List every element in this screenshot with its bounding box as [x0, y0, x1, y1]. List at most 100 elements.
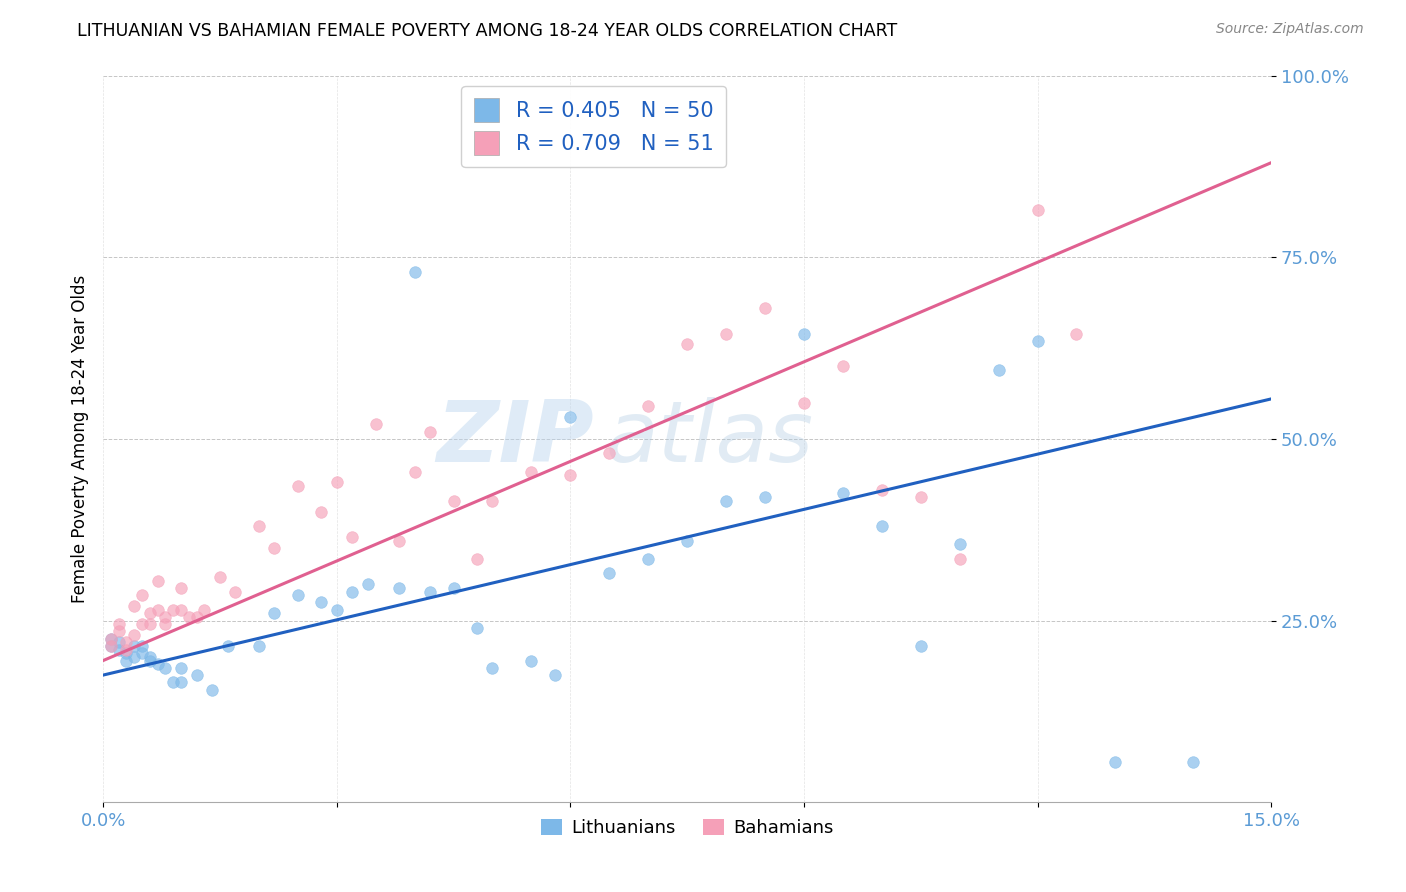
Lithuanians: [404, 265, 426, 279]
Text: atlas: atlas: [606, 398, 813, 481]
Bahamians: [263, 541, 285, 555]
Lithuanians: [170, 675, 193, 690]
Bahamians: [224, 584, 246, 599]
Bahamians: [100, 639, 122, 653]
Bahamians: [247, 519, 270, 533]
Bahamians: [1026, 202, 1049, 217]
Lithuanians: [949, 537, 972, 551]
Lithuanians: [107, 642, 129, 657]
Bahamians: [342, 530, 364, 544]
Lithuanians: [170, 661, 193, 675]
Lithuanians: [201, 682, 224, 697]
Bahamians: [115, 642, 138, 657]
Lithuanians: [910, 639, 932, 653]
Bahamians: [443, 493, 465, 508]
Bahamians: [139, 607, 162, 621]
Text: Source: ZipAtlas.com: Source: ZipAtlas.com: [1216, 22, 1364, 37]
Lithuanians: [309, 595, 332, 609]
Text: LITHUANIAN VS BAHAMIAN FEMALE POVERTY AMONG 18-24 YEAR OLDS CORRELATION CHART: LITHUANIAN VS BAHAMIAN FEMALE POVERTY AM…: [77, 22, 897, 40]
Bahamians: [714, 326, 737, 341]
Lithuanians: [1104, 756, 1126, 770]
Lithuanians: [870, 519, 893, 533]
Bahamians: [162, 602, 184, 616]
Bahamians: [287, 479, 309, 493]
Bahamians: [155, 617, 177, 632]
Lithuanians: [115, 646, 138, 660]
Lithuanians: [155, 661, 177, 675]
Bahamians: [364, 417, 387, 432]
Bahamians: [637, 399, 659, 413]
Lithuanians: [637, 551, 659, 566]
Bahamians: [124, 628, 146, 642]
Bahamians: [100, 632, 122, 646]
Lithuanians: [357, 577, 380, 591]
Bahamians: [177, 610, 200, 624]
Bahamians: [325, 475, 347, 490]
Lithuanians: [146, 657, 169, 672]
Lithuanians: [131, 639, 153, 653]
Text: ZIP: ZIP: [436, 398, 593, 481]
Lithuanians: [162, 675, 184, 690]
Lithuanians: [714, 493, 737, 508]
Lithuanians: [115, 654, 138, 668]
Lithuanians: [124, 649, 146, 664]
Lithuanians: [520, 654, 543, 668]
Lithuanians: [139, 649, 162, 664]
Lithuanians: [754, 490, 776, 504]
Legend: Lithuanians, Bahamians: Lithuanians, Bahamians: [533, 812, 841, 844]
Lithuanians: [419, 584, 441, 599]
Bahamians: [560, 468, 582, 483]
Bahamians: [146, 602, 169, 616]
Bahamians: [910, 490, 932, 504]
Lithuanians: [481, 661, 503, 675]
Bahamians: [131, 617, 153, 632]
Lithuanians: [107, 635, 129, 649]
Bahamians: [170, 602, 193, 616]
Lithuanians: [139, 654, 162, 668]
Lithuanians: [186, 668, 208, 682]
Bahamians: [193, 602, 215, 616]
Lithuanians: [124, 639, 146, 653]
Bahamians: [1066, 326, 1088, 341]
Bahamians: [107, 624, 129, 639]
Bahamians: [107, 617, 129, 632]
Bahamians: [139, 617, 162, 632]
Lithuanians: [987, 363, 1010, 377]
Lithuanians: [544, 668, 567, 682]
Bahamians: [388, 533, 411, 548]
Lithuanians: [100, 632, 122, 646]
Bahamians: [419, 425, 441, 439]
Bahamians: [170, 581, 193, 595]
Bahamians: [404, 465, 426, 479]
Lithuanians: [388, 581, 411, 595]
Bahamians: [465, 551, 488, 566]
Y-axis label: Female Poverty Among 18-24 Year Olds: Female Poverty Among 18-24 Year Olds: [72, 275, 89, 603]
Lithuanians: [131, 646, 153, 660]
Bahamians: [186, 610, 208, 624]
Lithuanians: [1182, 756, 1205, 770]
Bahamians: [831, 359, 853, 374]
Lithuanians: [287, 588, 309, 602]
Lithuanians: [325, 602, 347, 616]
Lithuanians: [560, 410, 582, 425]
Bahamians: [155, 610, 177, 624]
Bahamians: [208, 570, 231, 584]
Bahamians: [124, 599, 146, 613]
Lithuanians: [247, 639, 270, 653]
Bahamians: [598, 446, 620, 460]
Lithuanians: [342, 584, 364, 599]
Lithuanians: [465, 621, 488, 635]
Bahamians: [870, 483, 893, 497]
Bahamians: [793, 395, 815, 409]
Lithuanians: [263, 607, 285, 621]
Bahamians: [481, 493, 503, 508]
Lithuanians: [793, 326, 815, 341]
Lithuanians: [443, 581, 465, 595]
Lithuanians: [676, 533, 699, 548]
Bahamians: [754, 301, 776, 315]
Bahamians: [115, 635, 138, 649]
Lithuanians: [831, 486, 853, 500]
Lithuanians: [100, 639, 122, 653]
Bahamians: [131, 588, 153, 602]
Lithuanians: [598, 566, 620, 581]
